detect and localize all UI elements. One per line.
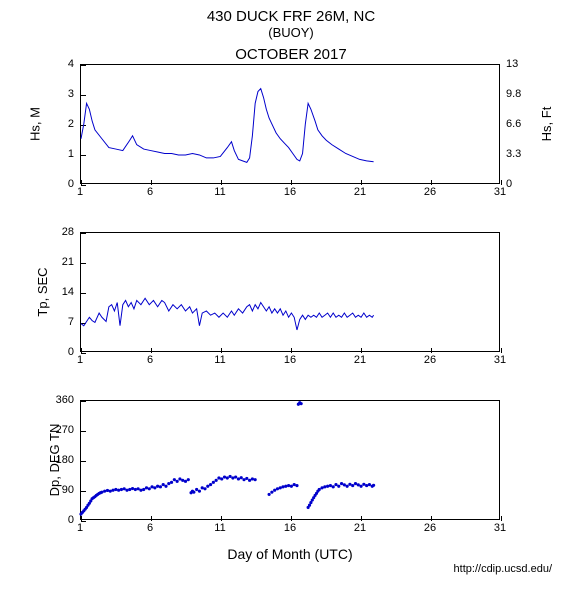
plot-hs xyxy=(80,64,500,184)
ytick: 0 xyxy=(68,514,74,526)
ytick: 180 xyxy=(56,454,74,466)
xtick: 31 xyxy=(494,354,506,366)
ytick: 270 xyxy=(56,424,74,436)
xtick: 31 xyxy=(494,522,506,534)
ytick-right: 9.8 xyxy=(506,88,521,100)
ytick: 14 xyxy=(62,286,74,298)
xtick: 16 xyxy=(284,522,296,534)
xtick: 11 xyxy=(214,186,225,198)
series-hs xyxy=(81,65,499,183)
ytick: 360 xyxy=(56,394,74,406)
ytick: 28 xyxy=(62,226,74,238)
ytick: 2 xyxy=(68,118,74,130)
plot-dp xyxy=(80,400,500,520)
ytick: 3 xyxy=(68,88,74,100)
xtick: 16 xyxy=(284,354,296,366)
xtick: 26 xyxy=(424,186,436,198)
panel-stack: Hs, MHs, Ft0123403.36.69.813161116212631… xyxy=(0,64,582,598)
ytick: 21 xyxy=(62,256,74,268)
panel-hs: Hs, MHs, Ft0123403.36.69.813161116212631 xyxy=(0,64,582,204)
series-tp xyxy=(81,233,499,351)
footer-url: http://cdip.ucsd.edu/ xyxy=(454,563,552,575)
header: 430 DUCK FRF 26M, NC (BUOY) OCTOBER 2017 xyxy=(0,0,582,63)
sub-title: (BUOY) xyxy=(0,25,582,40)
xtick: 26 xyxy=(424,522,436,534)
ytick: 7 xyxy=(68,316,74,328)
xtick: 1 xyxy=(77,186,83,198)
xtick: 21 xyxy=(354,186,366,198)
ytick-right: 0 xyxy=(506,178,512,190)
panel-dp: Dp, DEG TN090180270360161116212631Day of… xyxy=(0,400,582,570)
plot-tp xyxy=(80,232,500,352)
xtick: 6 xyxy=(147,186,153,198)
ytick: 4 xyxy=(68,58,74,70)
xtick: 21 xyxy=(354,354,366,366)
ytick: 0 xyxy=(68,346,74,358)
ytick: 0 xyxy=(68,178,74,190)
xtick: 21 xyxy=(354,522,366,534)
xtick: 1 xyxy=(77,522,83,534)
main-title: 430 DUCK FRF 26M, NC xyxy=(0,8,582,25)
xtick: 16 xyxy=(284,186,296,198)
ytick-right: 3.3 xyxy=(506,148,521,160)
ytick: 90 xyxy=(62,484,74,496)
xtick: 1 xyxy=(77,354,83,366)
ytick: 1 xyxy=(68,148,74,160)
xtick: 6 xyxy=(147,354,153,366)
ytick-right: 6.6 xyxy=(506,118,521,130)
panel-tp: Tp, SEC07142128161116212631 xyxy=(0,232,582,372)
month-title: OCTOBER 2017 xyxy=(0,46,582,63)
xtick: 26 xyxy=(424,354,436,366)
xtick: 11 xyxy=(214,522,225,534)
series-dp xyxy=(81,401,499,519)
xtick: 11 xyxy=(214,354,225,366)
xtick: 31 xyxy=(494,186,506,198)
xlabel: Day of Month (UTC) xyxy=(80,546,500,562)
ytick-right: 13 xyxy=(506,58,518,70)
xtick: 6 xyxy=(147,522,153,534)
